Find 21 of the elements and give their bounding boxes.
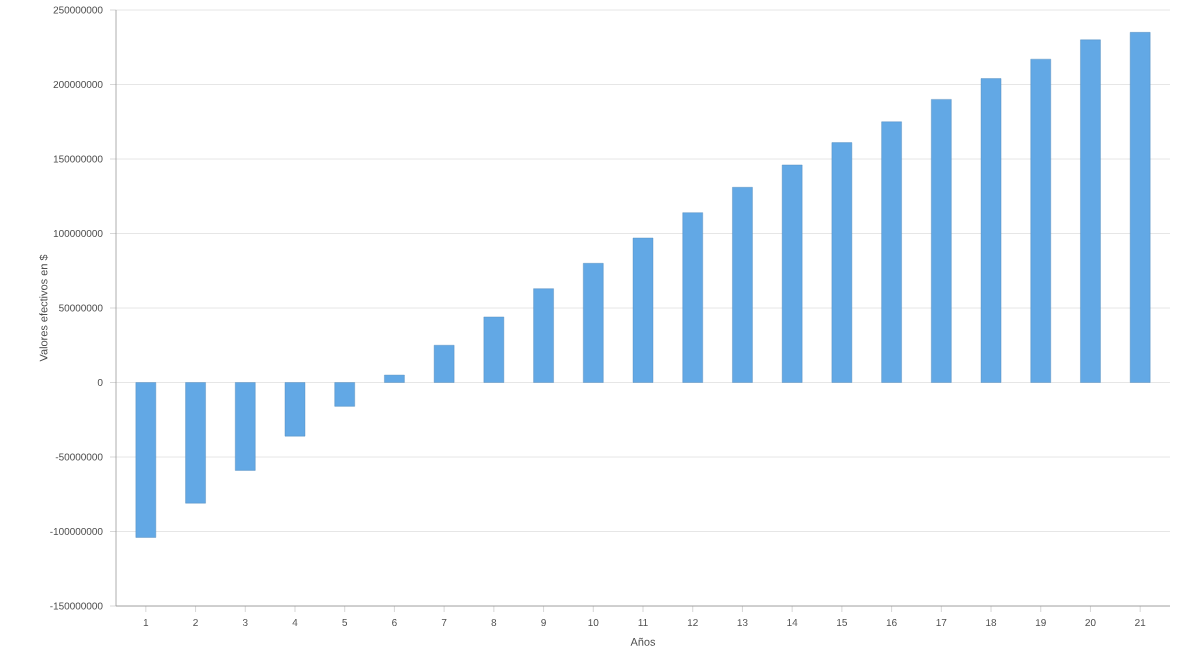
bar (533, 288, 554, 383)
bar (831, 142, 853, 383)
bar (334, 382, 355, 407)
bar (483, 316, 505, 383)
bar (732, 187, 753, 383)
bar (881, 121, 902, 383)
bar (185, 382, 206, 504)
bar (235, 382, 256, 471)
bar (1129, 32, 1151, 383)
bar (284, 382, 306, 437)
bar (135, 382, 157, 538)
bar (433, 345, 455, 383)
bar (781, 164, 803, 383)
bar (980, 78, 1002, 383)
bar (583, 263, 604, 383)
bar (682, 212, 703, 383)
bar (931, 99, 952, 383)
bar (384, 374, 405, 383)
bar (1030, 58, 1051, 383)
bar (1080, 39, 1101, 383)
bar (632, 237, 654, 383)
